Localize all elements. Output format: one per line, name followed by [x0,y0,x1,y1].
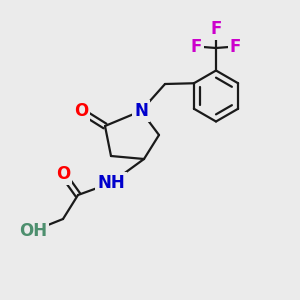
Text: O: O [56,165,70,183]
Text: NH: NH [97,174,125,192]
Text: F: F [191,38,202,56]
Text: OH: OH [19,222,47,240]
Text: O: O [74,102,88,120]
Text: N: N [134,102,148,120]
Text: F: F [210,20,222,38]
Text: F: F [230,38,241,56]
